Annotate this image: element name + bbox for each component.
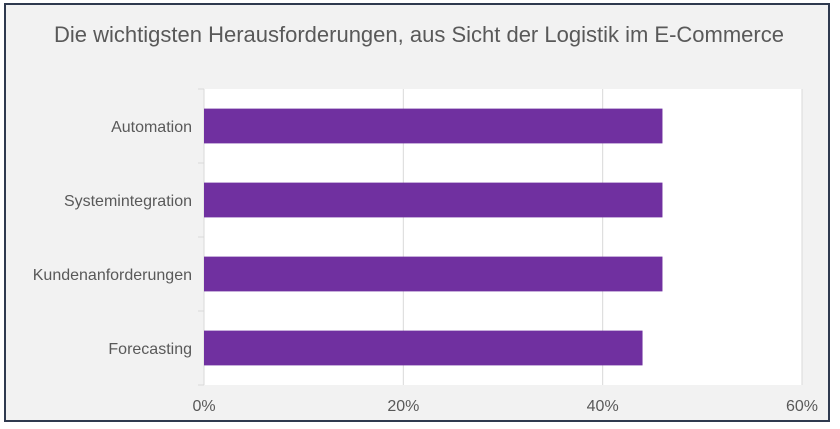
category-label: Systemintegration [64, 193, 192, 210]
chart-title: Die wichtigsten Herausforderungen, aus S… [54, 22, 784, 47]
bar-chart: Automation Systemintegration Kundenanforde… [33, 88, 818, 415]
category-labels: Automation Systemintegration Kundenanforde… [33, 119, 192, 358]
bar [204, 256, 663, 292]
x-tick-label: 20% [387, 398, 419, 415]
chart-frame: Die wichtigsten Herausforderungen, aus S… [4, 3, 830, 422]
category-label: Forecasting [108, 341, 192, 358]
bar [204, 330, 643, 366]
bar [204, 108, 663, 144]
x-tick-label: 40% [587, 398, 619, 415]
category-label: Kundenanforderungen [33, 267, 192, 284]
x-axis-tick-labels: 0% 20% 40% 60% [192, 398, 818, 415]
bars [204, 108, 663, 366]
bar [204, 182, 663, 218]
category-label: Automation [111, 119, 192, 136]
x-tick-label: 60% [786, 398, 818, 415]
x-tick-label: 0% [192, 398, 215, 415]
